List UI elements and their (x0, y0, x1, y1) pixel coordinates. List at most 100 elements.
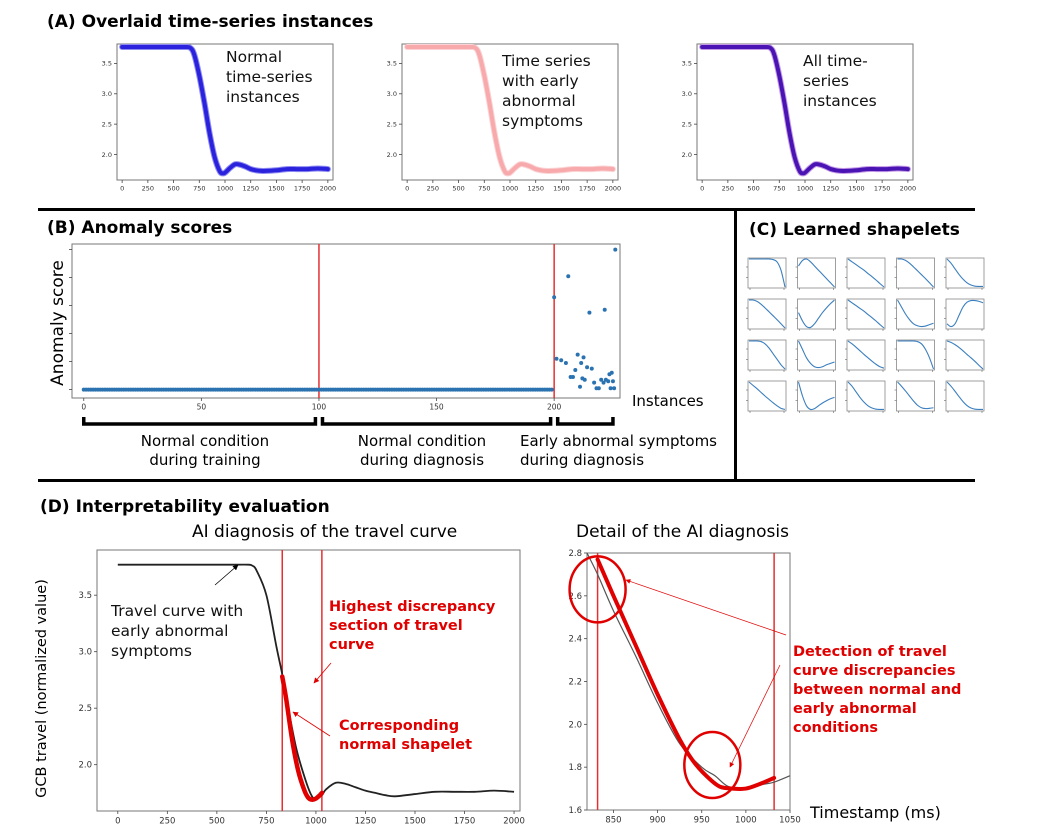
bracket-label-diagnosis-abnormal: Early abnormal symptoms during diagnosis (520, 432, 717, 469)
score-point-abnormal (606, 379, 611, 384)
x-tick-label: 1250 (242, 185, 259, 193)
bracket-label-diagnosis-normal: Normal condition during diagnosis (357, 432, 487, 469)
x-axis-label: Instances (632, 392, 704, 410)
shapelet-frame (797, 257, 836, 289)
shapelet-frame (797, 380, 836, 412)
shapelet-curve (897, 299, 934, 328)
x-tick-label: 0 (700, 185, 704, 193)
y-tick-label: 2.5 (102, 120, 112, 128)
score-point-abnormal (582, 377, 587, 382)
x-axis-label-timestamp: Timestamp (ms) (810, 803, 941, 822)
y-tick-label: 2.5 (682, 120, 692, 128)
arrow-detection-bottom (729, 664, 781, 768)
shapelet-curve (847, 258, 885, 288)
shapelet-frame (747, 257, 787, 289)
chart-travel-curve-diagnosis: 0 250 500 750 1000 1250 1500 1750 2000 2.0 2.5 3.0 3… (34, 549, 525, 827)
shapelet-frame (797, 339, 836, 371)
shapelet-curve (847, 340, 885, 369)
y-tick-label: 2.2 (568, 677, 582, 687)
score-point-abnormal (599, 377, 604, 382)
score-point-abnormal (608, 386, 613, 391)
arrow-detection-top (625, 579, 787, 636)
shapelet-frame (797, 298, 836, 330)
highlight-circle (683, 730, 742, 800)
x-tick-label: 1000 (305, 817, 327, 827)
bracket-diagnosis-normal (320, 417, 553, 426)
x-tick-label: 2000 (503, 817, 525, 827)
x-tick-label: 950 (694, 816, 710, 826)
x-tick-label: 1000 (735, 816, 757, 826)
shapelet-frame (896, 298, 935, 330)
plot-frame (71, 243, 621, 399)
y-axis-label: GCB travel (normalized value) (34, 579, 50, 798)
y-tick-label: 2.6 (568, 592, 582, 602)
shapelet-curve (798, 340, 835, 369)
x-tick-label: 50 (197, 403, 207, 412)
x-tick-label: 1250 (822, 185, 839, 193)
x-tick-label: 150 (429, 403, 444, 412)
shapelet-frame (945, 380, 985, 412)
shapelet-frame (896, 380, 935, 412)
x-tick-label: 1750 (454, 817, 476, 827)
highlight-circle (568, 555, 627, 624)
score-point-abnormal (581, 355, 586, 360)
x-tick-label: 2000 (900, 185, 917, 193)
x-tick-label: 0 (81, 403, 86, 412)
score-point-abnormal (566, 274, 571, 279)
annotation-highest-discrepancy: Highest discrepancy section of travel cu… (329, 599, 496, 653)
chart-anomaly-scores: 0 50 100 150 200 Anomaly score Instances (48, 243, 704, 426)
x-tick-label: 1500 (848, 185, 865, 193)
score-point-abnormal (559, 358, 564, 363)
x-tick-label: 250 (159, 817, 175, 827)
divider-top (38, 208, 975, 211)
x-tick-label: 1000 (502, 185, 519, 193)
y-tick-label: 2.4 (568, 635, 582, 645)
panel-c-title: (C) Learned shapelets (749, 220, 960, 240)
y-tick-label: 1.6 (568, 806, 582, 816)
shapelet-curve (798, 258, 835, 288)
shapelet-curve (897, 340, 935, 370)
y-tick-label: 3.5 (387, 60, 397, 68)
y-tick-label: 2.0 (78, 761, 92, 771)
score-point-abnormal (612, 386, 617, 391)
x-tick-label: 1000 (797, 185, 814, 193)
x-tick-label: 0 (405, 185, 409, 193)
shapelet-frame (896, 257, 935, 289)
x-tick-label: 200 (547, 403, 562, 412)
score-point-abnormal (563, 361, 568, 365)
bracket-training (82, 417, 318, 426)
x-tick-label: 0 (120, 185, 124, 193)
shapelet-curve (946, 381, 984, 411)
score-point-abnormal (552, 295, 557, 300)
x-tick-label: 250 (427, 185, 439, 193)
x-tick-label: 250 (142, 185, 154, 193)
shapelet-grid (746, 257, 985, 413)
normal-shapelet-line (595, 557, 777, 791)
x-tick-label: 1250 (355, 817, 377, 827)
y-tick-label: 3.0 (682, 90, 692, 98)
chart-a3-label: All time- series instances (803, 52, 877, 110)
chart-diagnosis-detail: 850 900 950 1000 1050 1.6 1.8 2.0 2.2 2.4 2.6 2.8 (568, 549, 801, 826)
x-tick-label: 850 (605, 816, 621, 826)
x-tick-label: 1050 (779, 816, 801, 826)
shapelet-frame (945, 339, 985, 371)
score-point-abnormal (602, 307, 607, 312)
shapelet-curve (946, 340, 984, 370)
x-tick-label: 1500 (404, 817, 426, 827)
y-tick-label: 3.5 (102, 60, 112, 68)
x-tick-label: 1500 (268, 185, 285, 193)
shapelet-curve (798, 299, 835, 329)
y-tick-label: 2.5 (78, 704, 92, 714)
chart-normal-instances: 0 250 500 750 1000 1250 1500 1750 2000 2.0 2.5 3.0 3… (102, 43, 336, 193)
shapelet-curve (847, 381, 885, 411)
score-point-abnormal (554, 356, 559, 361)
normal-shapelet-line (279, 674, 325, 802)
x-tick-label: 500 (209, 817, 225, 827)
annotation-normal-shapelet: Corresponding normal shapelet (339, 718, 473, 753)
y-tick-label: 2.0 (387, 151, 397, 159)
x-tick-label: 750 (193, 185, 205, 193)
y-tick-label: 2.8 (568, 549, 582, 559)
x-tick-label: 900 (649, 816, 665, 826)
chart-a2-label: Time series with early abnormal symptoms (502, 52, 591, 130)
y-tick-label: 3.5 (682, 60, 692, 68)
